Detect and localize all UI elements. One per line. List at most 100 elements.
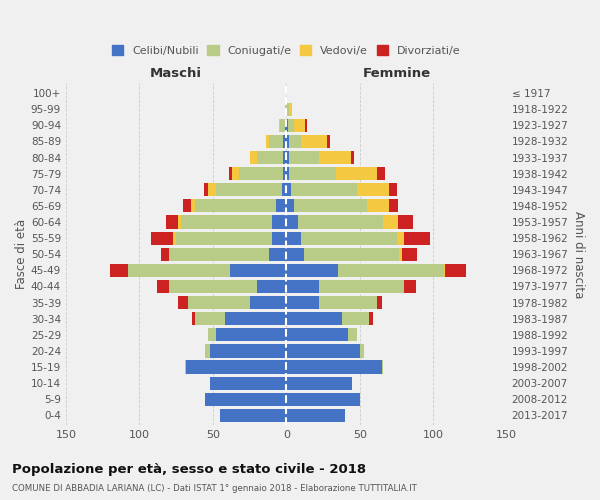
- Bar: [404, 232, 430, 244]
- Bar: [169, 280, 257, 293]
- Bar: [220, 409, 286, 422]
- Bar: [286, 232, 301, 244]
- Bar: [272, 216, 286, 228]
- Y-axis label: Fasce di età: Fasce di età: [15, 219, 28, 290]
- Bar: [286, 392, 360, 406]
- Bar: [239, 167, 283, 180]
- Bar: [298, 216, 383, 228]
- Bar: [285, 118, 286, 132]
- Bar: [176, 232, 272, 244]
- Bar: [288, 118, 293, 132]
- Bar: [398, 216, 413, 228]
- Text: Maschi: Maschi: [150, 67, 202, 80]
- Bar: [269, 135, 283, 148]
- Bar: [289, 102, 292, 116]
- Bar: [178, 296, 188, 309]
- Bar: [293, 118, 305, 132]
- Bar: [205, 392, 286, 406]
- Bar: [161, 248, 169, 261]
- Bar: [286, 248, 304, 261]
- Bar: [283, 151, 286, 164]
- Bar: [195, 200, 276, 212]
- Bar: [286, 376, 352, 390]
- Bar: [257, 151, 283, 164]
- Text: Femmine: Femmine: [362, 67, 431, 80]
- Bar: [286, 264, 338, 277]
- Bar: [128, 264, 230, 277]
- Bar: [283, 135, 286, 148]
- Bar: [377, 296, 382, 309]
- Bar: [289, 167, 336, 180]
- Bar: [185, 360, 187, 374]
- Bar: [286, 296, 319, 309]
- Bar: [389, 183, 397, 196]
- Bar: [286, 167, 289, 180]
- Bar: [232, 167, 239, 180]
- Bar: [216, 183, 282, 196]
- Bar: [250, 151, 257, 164]
- Bar: [342, 312, 368, 326]
- Bar: [336, 167, 377, 180]
- Bar: [383, 216, 398, 228]
- Bar: [230, 264, 286, 277]
- Bar: [210, 376, 286, 390]
- Bar: [188, 296, 250, 309]
- Bar: [266, 135, 269, 148]
- Bar: [377, 167, 385, 180]
- Bar: [210, 344, 286, 358]
- Bar: [443, 264, 445, 277]
- Bar: [319, 151, 351, 164]
- Bar: [269, 248, 286, 261]
- Bar: [328, 135, 331, 148]
- Bar: [357, 183, 389, 196]
- Bar: [157, 280, 169, 293]
- Bar: [319, 280, 404, 293]
- Bar: [286, 216, 298, 228]
- Bar: [367, 200, 389, 212]
- Bar: [205, 344, 210, 358]
- Bar: [286, 183, 291, 196]
- Bar: [276, 200, 286, 212]
- Bar: [151, 232, 173, 244]
- Bar: [272, 232, 286, 244]
- Bar: [305, 118, 307, 132]
- Bar: [208, 328, 216, 342]
- Legend: Celibi/Nubili, Coniugati/e, Vedovi/e, Divorziati/e: Celibi/Nubili, Coniugati/e, Vedovi/e, Di…: [107, 41, 465, 60]
- Bar: [368, 312, 373, 326]
- Bar: [286, 344, 360, 358]
- Bar: [286, 151, 289, 164]
- Bar: [224, 312, 286, 326]
- Bar: [110, 264, 128, 277]
- Bar: [286, 328, 348, 342]
- Bar: [184, 200, 191, 212]
- Bar: [348, 328, 357, 342]
- Bar: [195, 312, 224, 326]
- Bar: [208, 183, 216, 196]
- Bar: [293, 200, 367, 212]
- Bar: [283, 167, 286, 180]
- Bar: [282, 183, 286, 196]
- Bar: [279, 118, 280, 132]
- Bar: [285, 102, 286, 116]
- Bar: [319, 296, 377, 309]
- Bar: [286, 360, 382, 374]
- Bar: [289, 135, 301, 148]
- Bar: [173, 232, 176, 244]
- Bar: [191, 200, 195, 212]
- Bar: [280, 118, 285, 132]
- Bar: [351, 151, 354, 164]
- Bar: [286, 102, 289, 116]
- Bar: [289, 151, 319, 164]
- Bar: [291, 183, 357, 196]
- Bar: [286, 280, 319, 293]
- Bar: [286, 409, 345, 422]
- Bar: [389, 200, 398, 212]
- Y-axis label: Anni di nascita: Anni di nascita: [572, 210, 585, 298]
- Bar: [286, 118, 288, 132]
- Bar: [286, 135, 289, 148]
- Bar: [204, 183, 208, 196]
- Bar: [257, 280, 286, 293]
- Bar: [382, 360, 383, 374]
- Bar: [216, 328, 286, 342]
- Text: Popolazione per età, sesso e stato civile - 2018: Popolazione per età, sesso e stato civil…: [12, 462, 366, 475]
